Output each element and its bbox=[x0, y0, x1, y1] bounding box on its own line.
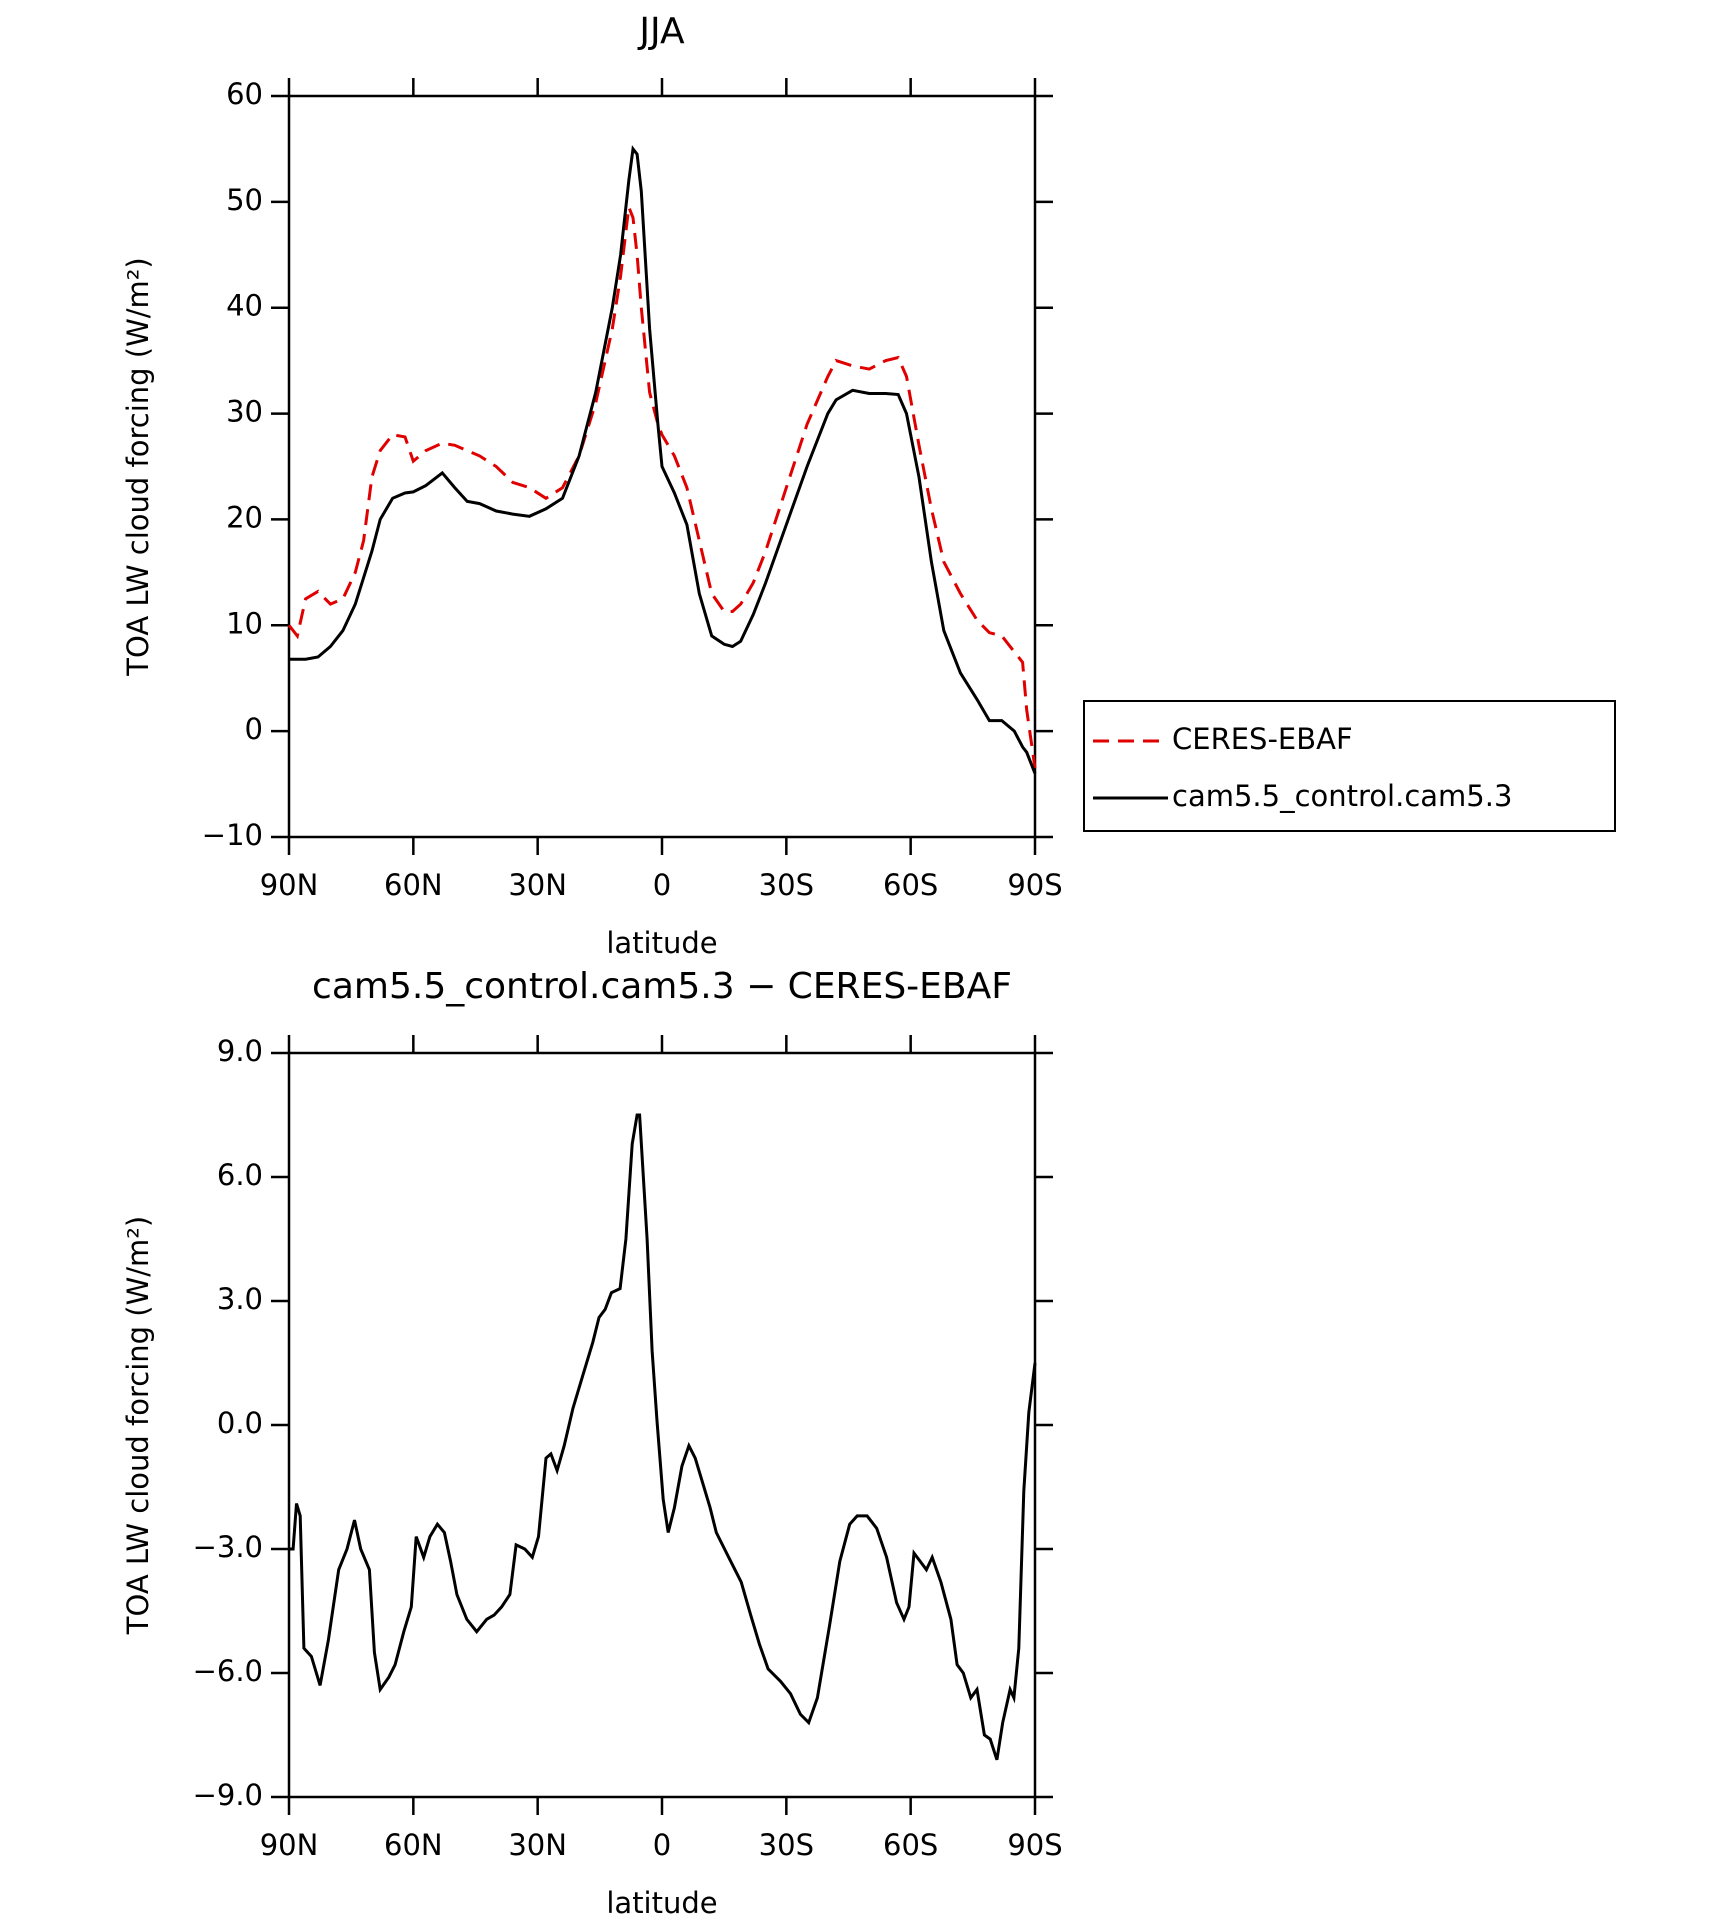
data-line bbox=[287, 206, 1037, 769]
x-tick-label: 60S bbox=[883, 868, 938, 902]
y-tick-label: 30 bbox=[226, 395, 263, 429]
x-tick-label: 30N bbox=[508, 868, 567, 902]
x-tick-label: 30S bbox=[759, 868, 814, 902]
x-tick-label: 60N bbox=[384, 1828, 443, 1862]
data-line bbox=[289, 145, 1037, 775]
legend-label: CERES-EBAF bbox=[1172, 722, 1353, 756]
y-tick-label: 60 bbox=[226, 77, 263, 111]
x-tick-label: 60S bbox=[883, 1828, 938, 1862]
y-tick-label: −6.0 bbox=[193, 1654, 263, 1688]
legend-label: cam5.5_control.cam5.3 bbox=[1172, 779, 1512, 813]
x-tick-label: 90S bbox=[1007, 868, 1062, 902]
chart-title: cam5.5_control.cam5.3 − CERES-EBAF bbox=[312, 966, 1012, 1007]
y-tick-label: 0.0 bbox=[217, 1406, 263, 1440]
y-tick-label: 6.0 bbox=[217, 1158, 263, 1192]
chart-title: JJA bbox=[637, 11, 685, 52]
y-tick-label: −3.0 bbox=[193, 1530, 263, 1564]
x-tick-label: 30N bbox=[508, 1828, 567, 1862]
x-tick-label: 0 bbox=[653, 1828, 671, 1862]
y-tick-label: 3.0 bbox=[217, 1282, 263, 1316]
x-tick-label: 90N bbox=[260, 1828, 319, 1862]
legend-box bbox=[1083, 700, 1616, 832]
plot-frame bbox=[287, 1051, 1037, 1799]
x-tick-label: 30S bbox=[759, 1828, 814, 1862]
x-tick-label: 90S bbox=[1007, 1828, 1062, 1862]
x-axis-label: latitude bbox=[606, 926, 717, 960]
y-tick-label: −9.0 bbox=[193, 1778, 263, 1812]
y-tick-label: −10 bbox=[202, 818, 263, 852]
x-tick-label: 0 bbox=[653, 868, 671, 902]
y-tick-label: 20 bbox=[226, 500, 263, 534]
x-axis-label: latitude bbox=[606, 1886, 717, 1920]
y-tick-label: 0 bbox=[245, 712, 263, 746]
y-tick-label: 10 bbox=[226, 606, 263, 640]
x-tick-label: 60N bbox=[384, 868, 443, 902]
y-tick-label: 50 bbox=[226, 183, 263, 217]
y-tick-label: 40 bbox=[226, 289, 263, 323]
y-tick-label: 9.0 bbox=[217, 1034, 263, 1068]
y-axis-label: TOA LW cloud forcing (W/m²) bbox=[121, 1216, 155, 1635]
y-axis-label: TOA LW cloud forcing (W/m²) bbox=[121, 257, 155, 676]
data-line bbox=[289, 1113, 1037, 1761]
x-tick-label: 90N bbox=[260, 868, 319, 902]
